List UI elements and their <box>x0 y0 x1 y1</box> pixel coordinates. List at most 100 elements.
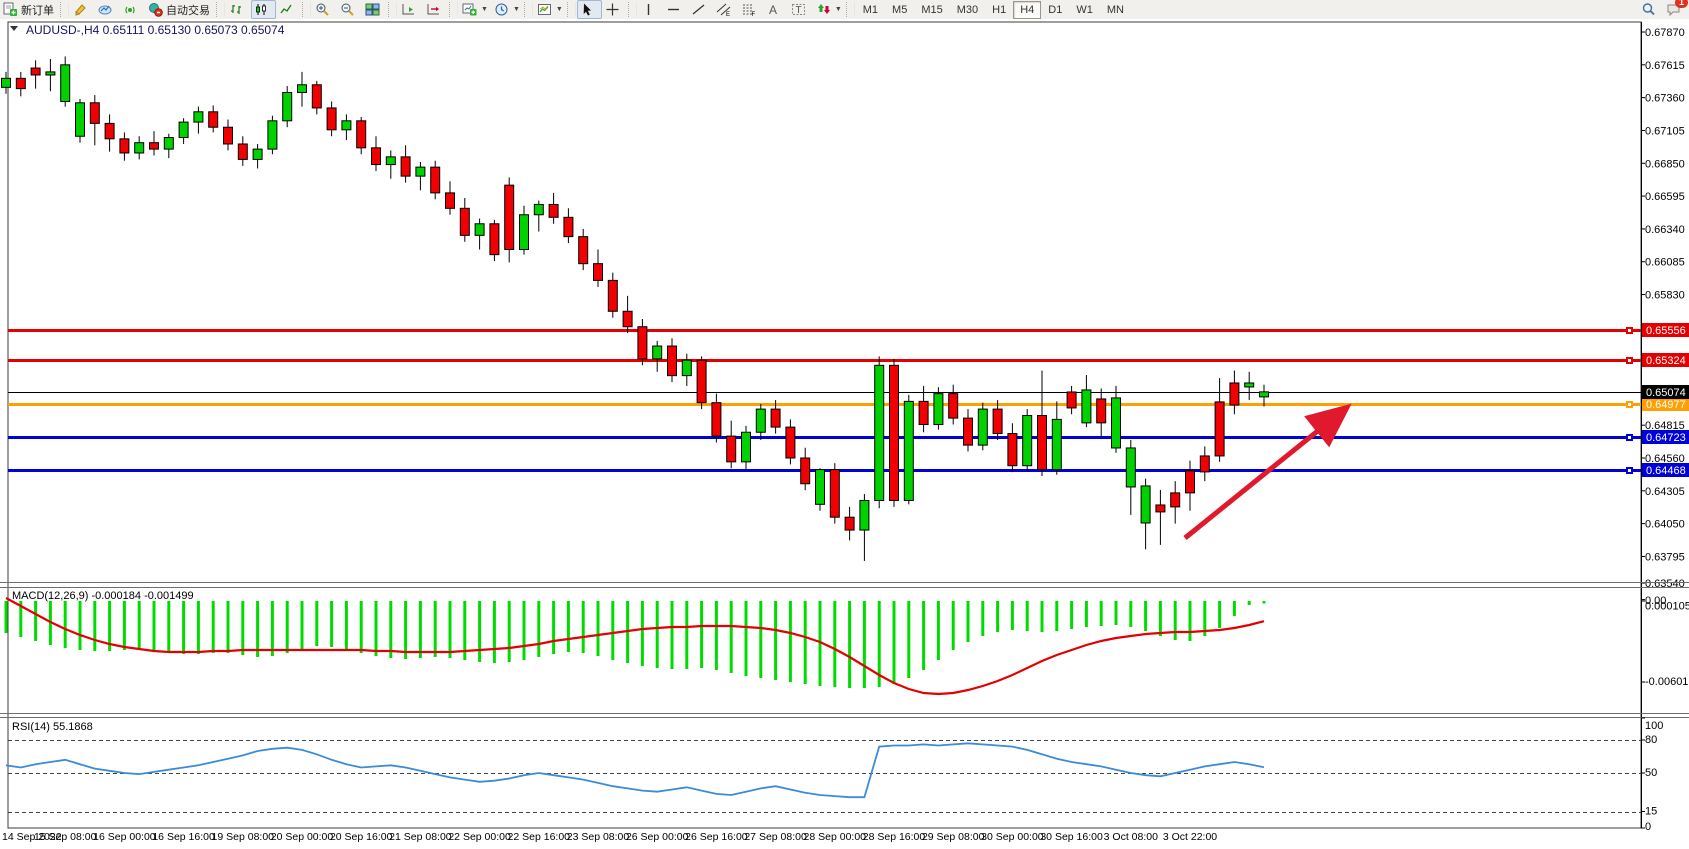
chart-canvas[interactable]: 0.67870 0.67615 0.67360 0.67105 0.66850 0.665… <box>0 19 1689 849</box>
horizontal-line-button[interactable] <box>663 0 688 19</box>
text-label-button[interactable]: T <box>788 0 813 19</box>
line-endpoint-marker-center <box>1628 329 1631 332</box>
price-badge-label: 0.65556 <box>1646 325 1686 337</box>
date-label: 28 Sep 00:00 <box>804 831 867 843</box>
candle <box>1022 409 1033 471</box>
equidistant-channel-icon: E <box>716 2 731 17</box>
chart-shift-button[interactable] <box>398 0 423 19</box>
candle <box>652 340 663 372</box>
date-label: 29 Sep 08:00 <box>922 831 985 843</box>
candle <box>430 160 441 200</box>
candle-body <box>1125 447 1136 488</box>
date-label: 19 Sep 08:00 <box>212 831 275 843</box>
candle <box>1185 460 1195 511</box>
date-label: 3 Oct 08:00 <box>1104 831 1158 843</box>
line-chart-icon <box>279 2 294 17</box>
macd-axis-label: 0.000105 <box>1645 601 1689 613</box>
bar-chart-icon <box>229 2 244 17</box>
price-badge-label: 0.65324 <box>1646 355 1686 367</box>
candle <box>918 385 929 433</box>
templates-button[interactable]: ▼ <box>534 0 566 19</box>
chevron-down-icon[interactable]: ▼ <box>481 6 488 13</box>
svg-text:A: A <box>769 3 777 17</box>
tile-windows-button[interactable] <box>362 0 387 19</box>
candle <box>874 356 885 509</box>
candle-body <box>1037 415 1047 471</box>
candle-body <box>178 121 189 139</box>
auto-scroll-button[interactable] <box>423 0 448 19</box>
price-tick-label: 0.64305 <box>1645 486 1685 498</box>
candle <box>415 161 426 191</box>
candle-body <box>282 91 293 122</box>
candle-body <box>726 435 737 463</box>
trend-arrow[interactable] <box>1183 403 1352 540</box>
arrows-button[interactable]: ▼ <box>813 0 845 19</box>
candle-body <box>815 469 825 505</box>
candle-body <box>918 400 929 426</box>
new-order-button[interactable]: 新订单 <box>0 0 59 19</box>
periods-button[interactable]: ▼ <box>491 0 523 19</box>
toolbar-separator <box>566 2 576 17</box>
search-button[interactable] <box>1641 2 1656 17</box>
chevron-down-icon[interactable]: ▼ <box>512 6 520 13</box>
zoom-out-button[interactable] <box>337 0 362 19</box>
svg-text:T: T <box>795 5 801 16</box>
vertical-line-button[interactable] <box>638 0 663 19</box>
timeframe-mn[interactable]: MN <box>1106 3 1124 16</box>
timeframe-m1[interactable]: M1 <box>862 3 879 16</box>
timeframe-h4[interactable]: H4 <box>1013 0 1042 19</box>
candle <box>282 86 293 128</box>
timeframe-m5[interactable]: M5 <box>892 3 908 16</box>
new-chart-button[interactable]: ▼ <box>459 0 491 19</box>
market-overview-button[interactable] <box>95 0 120 19</box>
toolbar-separator <box>302 2 311 17</box>
date-label: 20 Sep 16:00 <box>330 831 393 843</box>
chevron-down-icon[interactable]: ▼ <box>834 6 842 13</box>
zoom-in-button[interactable] <box>312 0 337 19</box>
notifications-button[interactable]: 1 <box>1666 0 1688 17</box>
collapse-triangle-icon[interactable] <box>10 26 18 31</box>
candle-body <box>193 111 204 123</box>
fibonacci-button[interactable]: F <box>738 0 763 19</box>
candle <box>963 409 973 452</box>
candle-body <box>267 120 278 150</box>
candle <box>563 208 574 244</box>
candle <box>1199 446 1210 482</box>
candle-body <box>637 326 648 360</box>
cursor-button[interactable] <box>576 0 602 19</box>
equidistant-channel-button[interactable]: E <box>713 0 738 19</box>
trendline-button[interactable] <box>688 0 713 19</box>
bar-chart-mode-button[interactable] <box>226 0 251 19</box>
candle-body <box>1199 455 1210 473</box>
timeframe-h1[interactable]: H1 <box>992 3 1007 16</box>
candle-body <box>681 359 692 377</box>
candle <box>1170 481 1181 524</box>
clock-icon <box>494 2 509 17</box>
timeframe-m30[interactable]: M30 <box>956 3 979 16</box>
candle-body <box>785 426 796 459</box>
candle-body <box>237 143 248 160</box>
timeframe-m15[interactable]: M15 <box>921 3 943 16</box>
line-endpoint-marker-center <box>1628 403 1631 406</box>
candle-body <box>371 147 381 166</box>
candle-body <box>800 457 811 485</box>
text-button[interactable]: A <box>763 0 788 19</box>
timeframe-w1[interactable]: W1 <box>1076 3 1093 16</box>
candle-body <box>1051 418 1062 471</box>
highlighter-button[interactable] <box>70 0 95 19</box>
autotrading-button[interactable]: 自动交易 <box>145 0 215 19</box>
price-tick-label: 0.63795 <box>1645 551 1685 563</box>
timeframe-d1[interactable]: D1 <box>1048 3 1063 16</box>
chevron-down-icon[interactable]: ▼ <box>555 6 563 13</box>
candlestick-mode-button[interactable] <box>251 0 276 19</box>
date-label: 20 Sep 00:00 <box>271 831 334 843</box>
crosshair-button[interactable] <box>602 0 627 19</box>
candles-group <box>1 56 1269 561</box>
trendline-icon <box>691 2 706 17</box>
candle <box>1244 371 1255 401</box>
horizontal-line-icon <box>666 2 681 17</box>
line-chart-mode-button[interactable] <box>276 0 301 19</box>
candle-body <box>933 393 944 426</box>
signals-button[interactable] <box>120 0 145 19</box>
